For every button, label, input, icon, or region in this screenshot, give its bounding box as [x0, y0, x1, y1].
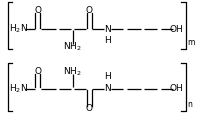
Text: O: O: [85, 104, 92, 113]
Text: NH$_2$: NH$_2$: [63, 40, 82, 53]
Text: H: H: [104, 72, 110, 81]
Text: OH: OH: [169, 84, 183, 93]
Text: N: N: [104, 25, 110, 34]
Text: O: O: [34, 67, 41, 76]
Text: N: N: [104, 84, 110, 93]
Text: n: n: [187, 100, 192, 109]
Text: H: H: [104, 36, 110, 45]
Text: O: O: [85, 6, 92, 15]
Text: NH$_2$: NH$_2$: [63, 65, 82, 78]
Text: H$_2$N: H$_2$N: [9, 83, 28, 95]
Text: m: m: [187, 38, 194, 47]
Text: H$_2$N: H$_2$N: [9, 23, 28, 35]
Text: O: O: [34, 6, 41, 15]
Text: OH: OH: [169, 25, 183, 34]
